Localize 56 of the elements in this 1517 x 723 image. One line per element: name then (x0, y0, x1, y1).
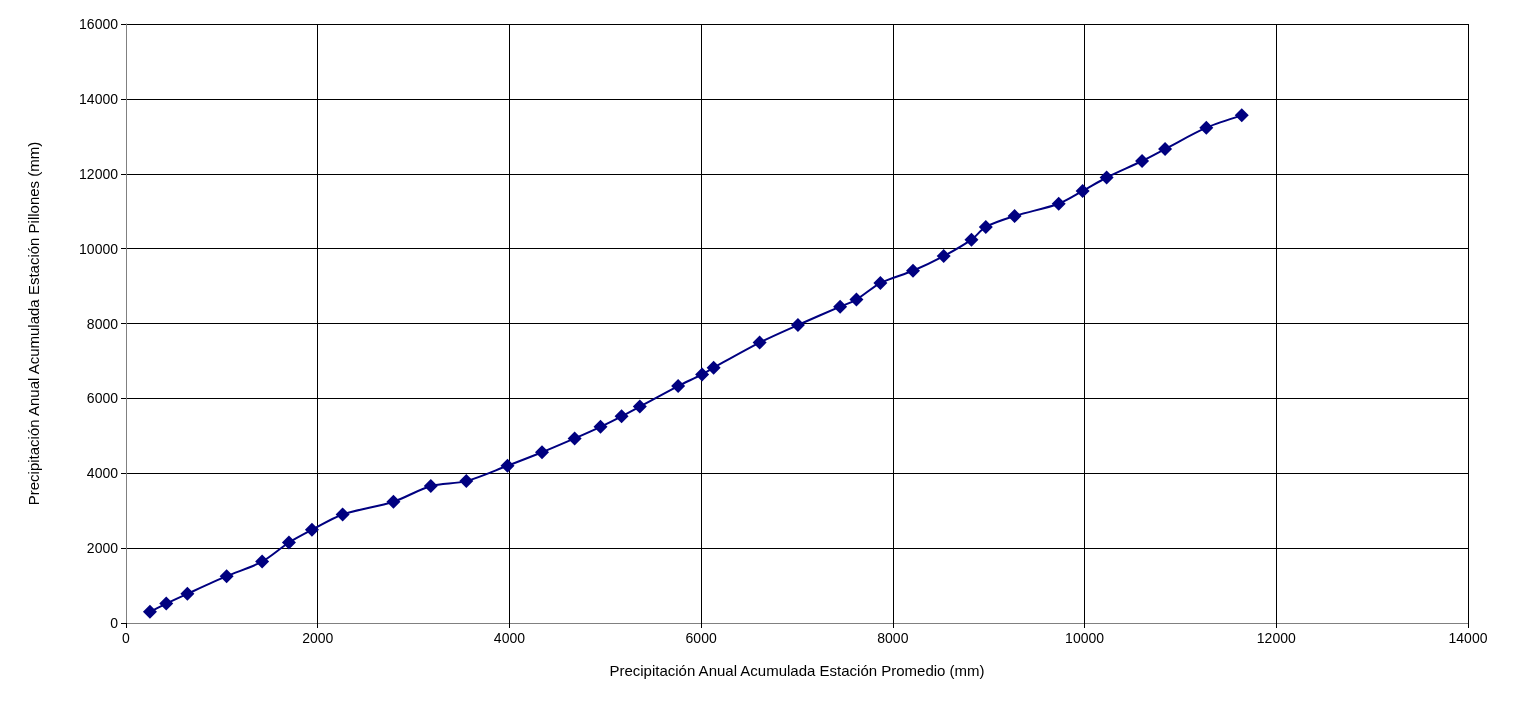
x-tick-label: 12000 (1256, 630, 1296, 646)
x-tick-label: 14000 (1448, 630, 1488, 646)
y-tick-label: 10000 (79, 240, 119, 257)
point (1099, 170, 1114, 185)
point (423, 478, 438, 493)
point (1234, 108, 1249, 123)
point (1007, 209, 1022, 224)
x-axis-title: Precipitación Anual Acumulada Estación Promedio (mm) (609, 662, 985, 679)
y-tick-label: 14000 (79, 90, 119, 107)
point (790, 318, 805, 332)
point (1158, 142, 1173, 157)
x-tick-label: 0 (122, 630, 131, 646)
point (335, 507, 350, 522)
point (695, 367, 710, 382)
point (180, 586, 195, 601)
point (978, 219, 993, 234)
point (281, 535, 296, 550)
point (219, 569, 234, 584)
point (752, 335, 767, 350)
point (459, 474, 474, 489)
y-tick-label: 4000 (86, 465, 119, 482)
y-tick-label: 12000 (79, 165, 119, 182)
point (614, 409, 629, 424)
x-tick-label: 4000 (493, 630, 526, 646)
y-tick-label: 16000 (79, 16, 119, 32)
x-tick-label: 6000 (685, 630, 717, 646)
point (671, 379, 686, 394)
point (1075, 183, 1090, 198)
point (936, 249, 951, 264)
point (304, 522, 319, 537)
point (255, 554, 270, 569)
x-tick-label: 10000 (1065, 630, 1105, 646)
point (159, 596, 174, 611)
y-tick-label: 2000 (86, 540, 119, 557)
point (905, 263, 920, 278)
y-tick-label: 6000 (86, 390, 119, 407)
point (500, 458, 515, 473)
x-tick-label: 2000 (302, 630, 334, 646)
point (1199, 120, 1214, 135)
point (873, 276, 888, 291)
point (567, 431, 582, 446)
point (849, 292, 864, 307)
y-axis-title: Precipitación Anual Acumulada Estación Pillones (mm) (25, 141, 42, 506)
point (535, 445, 550, 460)
point (833, 299, 848, 314)
point (1135, 154, 1150, 169)
point (1051, 196, 1066, 211)
point (593, 419, 608, 434)
point (964, 232, 979, 247)
point (706, 360, 721, 375)
x-tick-label: 8000 (877, 630, 909, 646)
y-tick-label: 8000 (86, 315, 119, 332)
point (142, 604, 157, 619)
y-tick-label: 0 (110, 615, 119, 631)
point (386, 494, 401, 509)
point (632, 399, 647, 414)
